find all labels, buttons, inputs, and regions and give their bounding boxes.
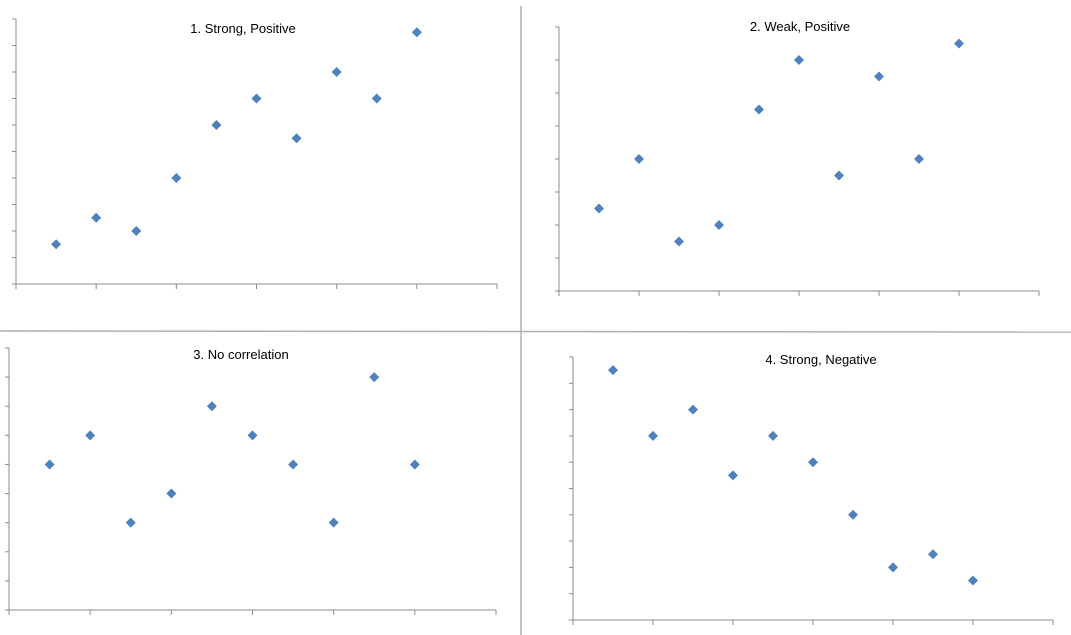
data-point — [331, 67, 342, 77]
data-point — [171, 173, 182, 183]
chart-title: 3. No correlation — [193, 347, 288, 362]
data-point — [85, 430, 96, 441]
data-point — [51, 239, 62, 250]
data-point — [728, 470, 738, 481]
data-point — [91, 212, 102, 223]
data-point — [954, 38, 964, 49]
data-point — [166, 488, 177, 499]
data-point — [874, 71, 884, 82]
data-point — [369, 372, 380, 383]
data-point — [206, 401, 217, 412]
data-point — [125, 517, 136, 528]
data-point — [888, 562, 898, 573]
data-point — [594, 203, 604, 214]
data-point — [131, 226, 142, 236]
data-point — [674, 236, 684, 247]
data-point — [834, 170, 844, 181]
data-point — [634, 154, 644, 164]
chart-weak-positive: 2. Weak, Positive — [555, 19, 1040, 296]
chart-strong-negative: 4. Strong, Negative — [569, 352, 1054, 625]
chart-no-correlation: 3. No correlation — [5, 347, 497, 615]
data-point — [251, 93, 262, 104]
data-point — [914, 154, 924, 164]
data-point — [409, 459, 420, 470]
data-point — [291, 133, 302, 144]
chart-title: 2. Weak, Positive — [750, 19, 850, 34]
data-point — [794, 55, 804, 65]
data-point — [44, 459, 55, 470]
data-point — [808, 457, 818, 468]
horizontal-divider — [0, 330, 1071, 333]
data-point — [608, 365, 618, 376]
chart-title: 1. Strong, Positive — [190, 21, 296, 36]
data-point — [968, 575, 978, 586]
data-point — [768, 430, 778, 441]
data-point — [288, 459, 299, 470]
data-point — [754, 104, 764, 115]
data-point — [848, 509, 858, 520]
data-point — [688, 404, 698, 415]
data-point — [714, 220, 724, 230]
chart-strong-positive: 1. Strong, Positive — [12, 18, 498, 289]
data-point — [411, 27, 422, 38]
data-point — [648, 430, 658, 441]
data-point — [328, 517, 339, 528]
data-point — [928, 549, 938, 560]
data-point — [371, 93, 382, 104]
chart-title: 4. Strong, Negative — [765, 352, 876, 367]
data-point — [247, 430, 258, 441]
data-point — [211, 120, 222, 130]
